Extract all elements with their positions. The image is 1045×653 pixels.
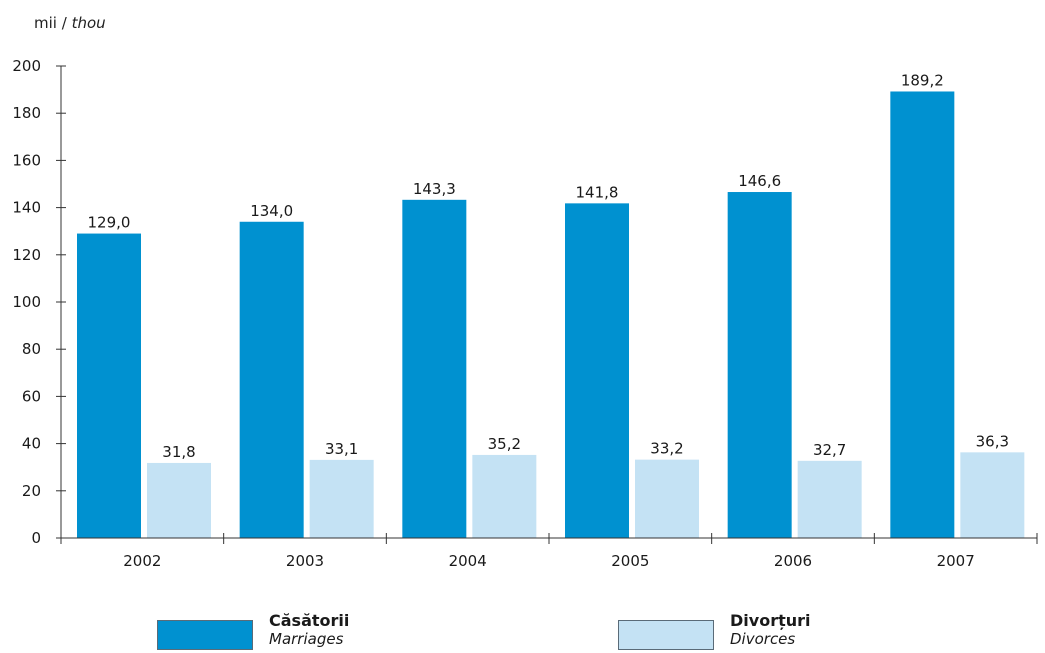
data-label-divorces-2007: 36,3 xyxy=(976,432,1009,450)
data-label-marriages-2004: 143,3 xyxy=(413,180,456,198)
x-tick-label-2007: 2007 xyxy=(937,552,975,570)
bar-divorces-2004 xyxy=(472,454,537,538)
unit-label-sep: / xyxy=(61,14,67,32)
y-tick-label-80: 80 xyxy=(22,340,41,358)
x-tick-label-2003: 2003 xyxy=(286,552,324,570)
y-tick-label-140: 140 xyxy=(12,199,41,217)
bar-divorces-2002 xyxy=(147,462,211,538)
data-label-divorces-2005: 33,2 xyxy=(650,440,683,458)
unit-label: mii / thou xyxy=(34,14,106,32)
data-label-divorces-2002: 31,8 xyxy=(162,443,195,461)
bar-divorces-2006 xyxy=(797,460,862,538)
unit-label-en: thou xyxy=(71,14,106,32)
y-tick-label-200: 200 xyxy=(12,57,41,75)
x-tick-label-2002: 2002 xyxy=(123,552,161,570)
bar-marriages-2006 xyxy=(727,192,792,539)
data-label-divorces-2006: 32,7 xyxy=(813,441,846,459)
x-tick-label-2006: 2006 xyxy=(774,552,812,570)
x-tick-label-2004: 2004 xyxy=(449,552,487,570)
data-label-marriages-2003: 134,0 xyxy=(250,202,293,220)
y-tick-label-120: 120 xyxy=(12,246,41,264)
y-tick-label-160: 160 xyxy=(12,151,41,169)
y-tick-label-20: 20 xyxy=(22,482,41,500)
bar-divorces-2007 xyxy=(960,452,1025,538)
y-tick-label-100: 100 xyxy=(12,293,41,311)
bar-chart: 129,0 31,8 2002 134,0 33,1 2003 143,3 35,2 2004 1… xyxy=(12,57,1038,570)
legend-item-divorces: Divorțuri Divorces xyxy=(618,612,811,650)
bar-marriages-2004 xyxy=(402,199,467,538)
bar-marriages-2007 xyxy=(890,91,955,538)
bar-divorces-2005 xyxy=(635,459,699,538)
y-tick-label-180: 180 xyxy=(12,104,41,122)
unit-label-ro: mii xyxy=(34,14,57,32)
data-label-marriages-2002: 129,0 xyxy=(88,214,131,232)
y-tick-label-60: 60 xyxy=(22,387,41,405)
data-label-divorces-2004: 35,2 xyxy=(488,435,521,453)
data-label-marriages-2006: 146,6 xyxy=(738,172,781,190)
y-tick-label-40: 40 xyxy=(22,435,41,453)
y-tick-label-0: 0 xyxy=(31,529,41,547)
data-label-divorces-2003: 33,1 xyxy=(325,440,358,458)
bar-divorces-2003 xyxy=(309,459,374,538)
x-tick-label-2005: 2005 xyxy=(611,552,649,570)
legend-item-marriages: Căsătorii Marriages xyxy=(157,612,349,650)
bar-marriages-2005 xyxy=(565,203,629,539)
bar-marriages-2002 xyxy=(77,233,141,538)
legend-swatch-divorces xyxy=(618,620,714,650)
bar-marriages-2003 xyxy=(239,221,304,538)
legend-swatch-marriages xyxy=(157,620,253,650)
legend-label-marriages-en: Marriages xyxy=(269,630,344,648)
legend-label-marriages-ro: Căsătorii xyxy=(269,611,350,630)
data-label-marriages-2007: 189,2 xyxy=(901,71,944,89)
legend-label-divorces-en: Divorces xyxy=(730,630,796,648)
data-label-marriages-2005: 141,8 xyxy=(576,183,619,201)
legend-label-divorces-ro: Divorțuri xyxy=(730,611,811,630)
